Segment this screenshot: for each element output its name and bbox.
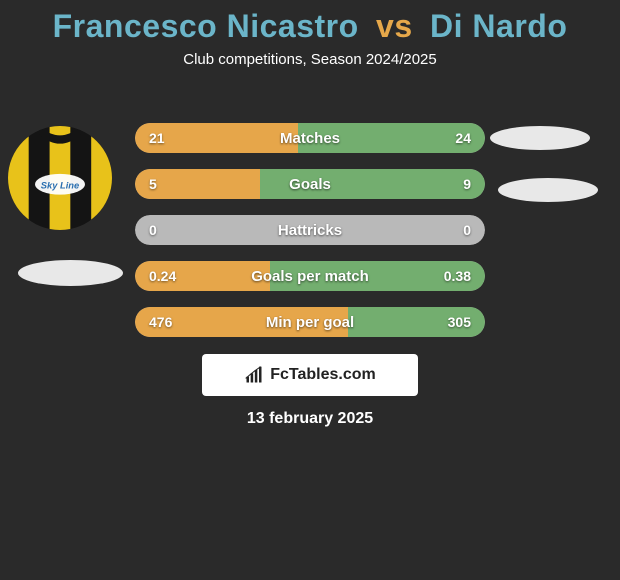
stat-row: 476305Min per goal	[135, 307, 485, 337]
player1-avatar: Sky Line	[8, 126, 112, 230]
stat-row: 0.240.38Goals per match	[135, 261, 485, 291]
player2-name: Di Nardo	[430, 8, 567, 44]
player2-shadow-top	[490, 126, 590, 150]
stat-label: Hattricks	[135, 222, 485, 239]
player2-shadow	[498, 178, 598, 202]
subtitle: Club competitions, Season 2024/2025	[0, 51, 620, 68]
comparison-title: Francesco Nicastro vs Di Nardo	[0, 0, 620, 45]
stat-label: Matches	[135, 130, 485, 147]
stat-row: 59Goals	[135, 169, 485, 199]
vs-separator: vs	[376, 8, 413, 44]
chart-icon	[244, 365, 264, 385]
player1-shadow	[18, 260, 123, 286]
stat-label: Min per goal	[135, 314, 485, 331]
brand-badge: FcTables.com	[202, 354, 418, 396]
stat-row: 00Hattricks	[135, 215, 485, 245]
player1-name: Francesco Nicastro	[53, 8, 359, 44]
svg-text:Sky Line: Sky Line	[41, 180, 79, 190]
stats-container: 2124Matches 59Goals 00Hattricks 0.240.38Goa…	[135, 123, 485, 353]
stat-label: Goals per match	[135, 268, 485, 285]
stat-label: Goals	[135, 176, 485, 193]
brand-name: FcTables.com	[270, 366, 376, 384]
jersey-icon: Sky Line	[8, 126, 112, 230]
footer-date: 13 february 2025	[0, 410, 620, 428]
stat-row: 2124Matches	[135, 123, 485, 153]
